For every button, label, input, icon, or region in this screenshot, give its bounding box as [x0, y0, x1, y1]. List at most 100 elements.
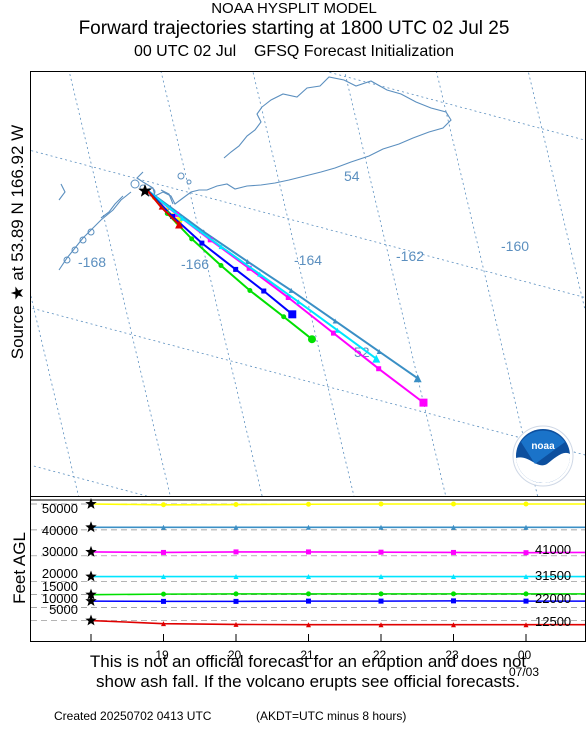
height-series-22000 [85, 570, 588, 582]
trajectory-marker [245, 259, 251, 265]
height-marker [378, 598, 384, 604]
trajectory-marker [376, 366, 382, 372]
trajectory-marker [288, 310, 297, 319]
trajectory-marker [218, 263, 224, 268]
height-marker [378, 591, 384, 597]
trajectory-marker [218, 244, 224, 250]
height-marker [451, 524, 456, 530]
height-marker [451, 622, 456, 628]
height-marker [306, 501, 311, 507]
island [71, 246, 79, 254]
height-marker [378, 622, 384, 628]
height-marker [233, 574, 239, 580]
trajectory-marker [189, 236, 195, 242]
height-source-star-icon [85, 595, 97, 606]
height-marker [233, 549, 239, 555]
source-star-icon [138, 184, 152, 197]
parallel-line [55, 0, 588, 142]
height-marker [523, 501, 529, 507]
trajectory-marker [233, 266, 239, 272]
trajectory-marker [246, 265, 252, 271]
height-marker [451, 501, 456, 507]
trajectory-marker [170, 213, 176, 219]
height-marker [378, 574, 384, 580]
height-source-star-icon [85, 545, 97, 557]
meridian-line [327, 0, 487, 665]
meridian-line [143, 0, 291, 613]
trajectory-marker [419, 398, 428, 407]
map-canvas[interactable]: -168 -166 -164 -162 -160 54 52 noaa [0, 0, 588, 691]
coastline-segment [58, 183, 66, 201]
height-marker [451, 598, 456, 604]
island [177, 172, 185, 180]
disclaimer-line-2: show ash fall. If the volcano erupts see… [96, 672, 520, 691]
height-marker [451, 591, 456, 597]
graticule-labels: -168 -166 -164 -162 -160 54 52 [78, 168, 529, 360]
height-line-12500 [90, 600, 588, 603]
height-line-15000 [90, 593, 588, 596]
noaa-logo: noaa [512, 425, 574, 487]
height-marker [523, 591, 529, 597]
height-axis-label: Feet AGL [10, 532, 29, 604]
height-series-5000 [85, 614, 588, 628]
height-marker [451, 574, 456, 580]
longitude-label: -160 [501, 238, 529, 254]
height-marker [233, 591, 239, 597]
island [186, 179, 192, 185]
trajectory-5000 [146, 189, 184, 229]
coastline-segment [223, 106, 263, 159]
trajectory-marker [288, 287, 294, 293]
source-location-label: Source ★ at 53.89 N 166.92 W [8, 124, 27, 360]
height-marker [233, 598, 239, 604]
init-time: 00 UTC 02 Jul [133, 43, 237, 60]
logo-gull [521, 430, 565, 464]
trajectory-title: Forward trajectories starting at 1800 UT… [78, 18, 510, 39]
longitude-label: -166 [181, 256, 209, 272]
height-series-50000 [85, 498, 588, 509]
height-marker [523, 622, 529, 628]
trajectory-marker [334, 327, 340, 333]
trajectory-marker [199, 240, 205, 246]
trajectory-marker [281, 314, 287, 320]
logo-wave [516, 452, 571, 484]
trajectory-line-41000 [146, 189, 419, 380]
height-marker [161, 549, 166, 555]
height-marker [378, 524, 384, 530]
height-marker [233, 524, 239, 530]
trajectory-marker [179, 215, 185, 221]
trajectory-22000 [146, 189, 381, 363]
height-marker [161, 574, 166, 580]
island [79, 236, 87, 244]
height-marker [161, 591, 166, 597]
trajectory-marker [372, 354, 381, 363]
latitude-label: 54 [344, 168, 360, 184]
height-marker [378, 501, 384, 507]
height-marker [161, 502, 166, 508]
height-marker [523, 550, 529, 556]
island [87, 228, 95, 236]
trajectory-marker [376, 349, 382, 355]
trajectory-marker [158, 204, 164, 210]
longitude-label: -164 [294, 252, 322, 268]
height-marker [523, 574, 529, 580]
height-marker [523, 524, 529, 530]
trajectory-marker [307, 335, 316, 344]
trajectory-41000 [146, 189, 422, 383]
forecast-subtitle: 00 UTC 02 Jul GFSQ Forecast Initializati… [0, 43, 588, 61]
model-title: NOAA HYSPLIT MODEL [211, 0, 377, 17]
height-source-star-icon [85, 588, 97, 600]
coastline-segment [136, 76, 452, 205]
trajectory-lines [138, 184, 428, 407]
height-marker [161, 524, 166, 530]
height-source-star-icon [85, 498, 97, 509]
logo-text: noaa [531, 441, 555, 452]
height-marker [523, 598, 529, 604]
height-source-star-icon [85, 614, 97, 626]
height-marker [306, 574, 311, 580]
parallel-line [0, 456, 588, 614]
height-marker [451, 549, 456, 555]
graticule [0, 0, 588, 691]
trajectory-map[interactable]: -168 -166 -164 -162 -160 54 52 noaa [0, 0, 588, 691]
height-line-50000 [90, 503, 588, 506]
meridian-line [0, 164, 95, 561]
